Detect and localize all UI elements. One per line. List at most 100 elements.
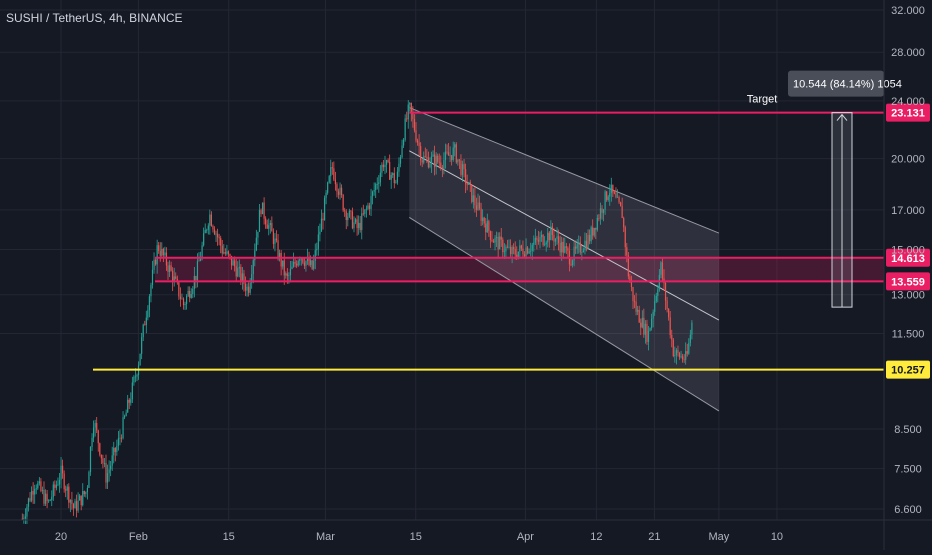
candle-body [570, 264, 572, 266]
candle-body [139, 353, 141, 366]
candle-body [254, 250, 256, 261]
candle-body [193, 275, 195, 289]
candle-body [237, 268, 239, 277]
candle-body [209, 214, 211, 226]
candles [21, 100, 693, 525]
candle-body [454, 144, 456, 148]
candle-body [130, 399, 132, 403]
candle-body [359, 222, 361, 231]
candle-body [519, 245, 521, 252]
candle-body [413, 118, 416, 131]
candle-body [444, 151, 447, 161]
candle-body [660, 262, 662, 275]
candle-body [416, 140, 419, 143]
candle-body [223, 252, 225, 254]
candle-body [80, 495, 82, 506]
y-tick-label: 11.500 [892, 328, 925, 340]
candle-body [578, 242, 580, 245]
candle-body [251, 274, 253, 283]
level-lines: 23.131 14.613 13.559 10.257 [93, 103, 930, 379]
candle-body [212, 225, 214, 230]
x-tick-label: Apr [517, 531, 534, 543]
candle-body [364, 209, 366, 215]
candle-body [227, 251, 230, 255]
candle-body [550, 226, 552, 241]
target-label: Target [747, 94, 778, 106]
candle-body [260, 210, 262, 215]
candle-body [184, 304, 186, 306]
candle-body [82, 491, 84, 506]
candle-body [124, 416, 126, 418]
candle-body [361, 213, 363, 231]
candle-body [536, 237, 538, 240]
candle-body [339, 187, 341, 195]
candle-body [331, 167, 333, 169]
candle-body [246, 286, 248, 291]
candle-body [311, 260, 313, 269]
candle-body [258, 210, 261, 232]
candle-body [409, 103, 411, 105]
x-tick-label: 10 [771, 531, 783, 543]
candle-body [54, 484, 56, 488]
x-tick-label: Feb [129, 531, 148, 543]
candle-body [511, 247, 513, 255]
candle-body [449, 155, 451, 156]
candle-body [117, 438, 119, 446]
level-badge-zone-bottom [886, 272, 930, 291]
candle-body [172, 270, 174, 283]
candle-body [93, 427, 95, 438]
candle-body [156, 245, 158, 265]
candle-body [469, 182, 471, 185]
candle-body [283, 260, 285, 276]
candle-body [38, 481, 40, 484]
candle-body [508, 246, 510, 248]
candle-body [353, 222, 355, 229]
candle-body [615, 193, 617, 198]
candle-body [167, 265, 169, 272]
candle-body [29, 498, 31, 501]
candle-body [305, 261, 307, 266]
candle-body [604, 191, 606, 210]
candle-body [373, 189, 375, 192]
measure-arrow-head [836, 113, 848, 121]
candle-body [164, 252, 166, 256]
candle-body [654, 301, 656, 312]
candle-body [432, 154, 434, 157]
candle-body [612, 184, 614, 193]
candle-body [435, 155, 437, 167]
candle-body [406, 118, 408, 120]
candle-body [561, 241, 563, 253]
candle-body [686, 351, 688, 354]
candle-body [102, 458, 104, 464]
candle-body [471, 184, 473, 202]
candle-body [675, 350, 677, 356]
candle-body [168, 265, 171, 272]
price-axis: 32.000 28.000 24.000 20.000 17.000 15.000 13.0… [883, 0, 925, 550]
candle-body [677, 350, 679, 354]
candle-body [86, 487, 88, 492]
candle-body [554, 238, 557, 242]
candle-body [336, 184, 338, 192]
candle-body [288, 275, 290, 277]
channel-fill [409, 107, 719, 411]
candle-body [97, 430, 99, 444]
candle-body [528, 251, 530, 254]
measure-label: 10.544 (84.14%) 1054 [793, 79, 902, 91]
candle-body [430, 156, 433, 164]
channel-middle-line [409, 150, 720, 321]
x-tick-label: 15 [410, 531, 422, 543]
candle-body [365, 208, 367, 210]
candle-body [553, 234, 555, 242]
y-tick-label: 28.000 [891, 47, 925, 59]
level-badge-support [886, 360, 930, 379]
candle-body [292, 261, 295, 267]
candle-body [618, 197, 620, 203]
candle-body [150, 284, 152, 297]
candle-body [354, 219, 357, 223]
candle-body [491, 239, 493, 241]
candle-body [240, 266, 242, 282]
candle-body [21, 518, 23, 520]
candle-body [533, 242, 535, 245]
candle-body [609, 192, 611, 197]
